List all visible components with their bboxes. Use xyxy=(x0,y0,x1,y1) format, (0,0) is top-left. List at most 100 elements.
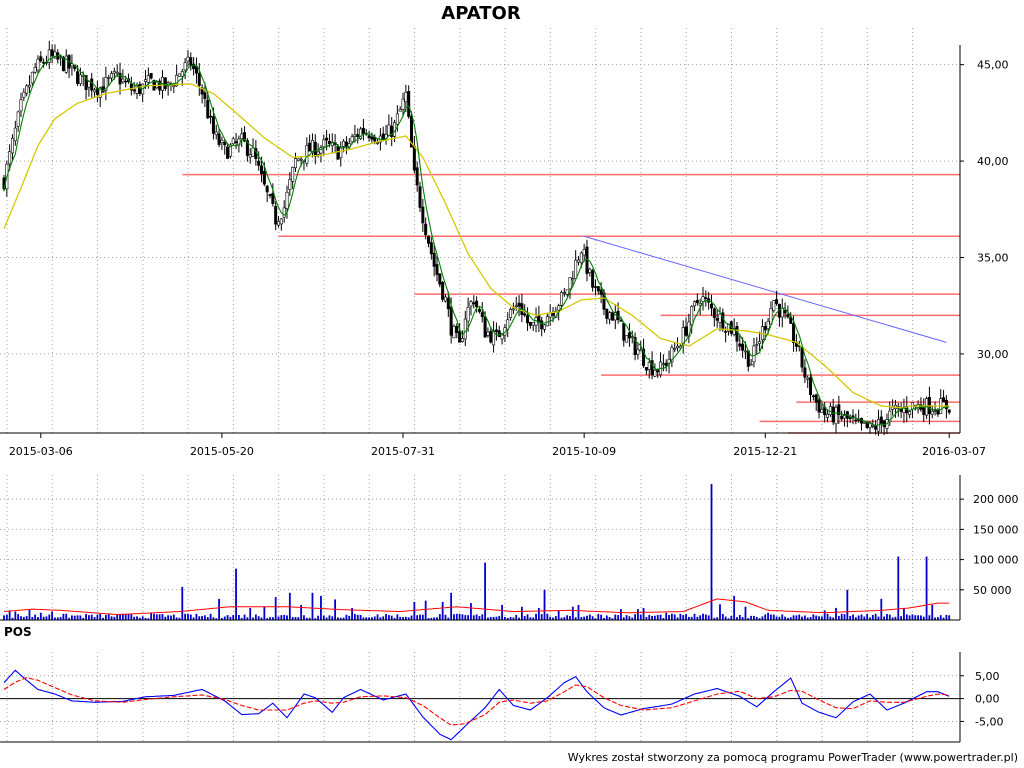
candle-body xyxy=(766,320,770,329)
candle-body xyxy=(93,89,97,93)
candle-body xyxy=(336,145,340,160)
candle-body xyxy=(180,71,184,77)
candle xyxy=(834,404,838,434)
volume-bar xyxy=(639,614,642,620)
candle xyxy=(344,136,348,155)
volume-bar xyxy=(413,601,416,620)
volume-bar xyxy=(803,615,806,620)
candle-body xyxy=(432,252,436,267)
candle-body xyxy=(268,194,272,196)
candle-body xyxy=(144,79,148,82)
volume-bar xyxy=(832,617,835,620)
volume-bar xyxy=(710,484,713,620)
volume-bar xyxy=(498,615,501,620)
candle-body xyxy=(701,296,705,302)
volume-bar xyxy=(501,604,503,620)
candle-body xyxy=(738,343,742,347)
candle xyxy=(749,359,753,366)
candle-body xyxy=(695,299,699,304)
volume-bar xyxy=(874,613,877,620)
volume-bar xyxy=(373,616,376,620)
volume-bar xyxy=(656,615,659,620)
volume-bar xyxy=(221,618,223,620)
candle-body xyxy=(449,306,453,336)
candle-body xyxy=(874,425,878,430)
candle xyxy=(460,330,464,343)
candle xyxy=(738,335,742,351)
volume-bar xyxy=(820,616,823,620)
candle xyxy=(36,55,40,74)
volume-bar xyxy=(504,616,506,620)
candle-body xyxy=(622,322,626,341)
volume-bar xyxy=(795,615,798,620)
volume-bar xyxy=(526,614,529,620)
candle xyxy=(828,402,832,417)
candle-body xyxy=(579,252,583,264)
candle xyxy=(452,324,456,339)
volume-bar xyxy=(843,614,846,620)
candle-body xyxy=(78,74,82,84)
volume-bar xyxy=(580,617,583,620)
volume-tick-label: 100 000 xyxy=(973,554,1019,567)
pos-tick-label: 5,00 xyxy=(975,670,1000,683)
candle-body xyxy=(27,84,31,88)
candle-body xyxy=(775,299,779,304)
candle-body xyxy=(848,417,852,419)
volume-bar xyxy=(184,613,187,620)
candle-body xyxy=(291,167,295,182)
candle xyxy=(531,322,535,332)
volume-bar xyxy=(792,615,795,620)
candle-body xyxy=(282,207,286,218)
candle-body xyxy=(588,268,592,273)
candle xyxy=(831,398,835,426)
volume-bar xyxy=(860,614,863,620)
candle xyxy=(401,92,405,117)
volume-bar xyxy=(594,618,597,620)
candle xyxy=(644,366,648,375)
candle xyxy=(758,331,762,352)
volume-bar xyxy=(645,616,648,620)
volume-bar xyxy=(110,616,113,620)
candle-body xyxy=(245,140,249,156)
candle-body xyxy=(560,291,564,306)
candle-body xyxy=(359,128,363,140)
volume-bar xyxy=(605,615,608,620)
candle-body xyxy=(339,147,343,158)
candle xyxy=(540,316,544,337)
candle xyxy=(412,136,416,174)
candle-body xyxy=(110,73,114,79)
candle xyxy=(166,80,170,96)
candle xyxy=(192,57,196,76)
candle-body xyxy=(582,249,586,256)
volume-bar xyxy=(617,615,620,620)
candle xyxy=(19,92,23,117)
volume-bar xyxy=(345,614,348,620)
candle xyxy=(582,243,586,262)
candle xyxy=(418,181,422,213)
volume-bar xyxy=(747,618,750,620)
volume-bar xyxy=(257,616,260,620)
candle-body xyxy=(840,415,844,420)
candle-body xyxy=(732,328,736,335)
volume-bar xyxy=(263,606,266,620)
candle-body xyxy=(288,179,292,190)
volume-bar xyxy=(492,616,495,620)
volume-bar xyxy=(699,615,702,620)
candle xyxy=(415,161,419,192)
volume-bar xyxy=(252,617,254,620)
candle xyxy=(676,337,680,352)
candle xyxy=(104,66,108,101)
candle-body xyxy=(712,308,716,318)
candle xyxy=(806,375,810,388)
candle-body xyxy=(509,309,513,318)
candle xyxy=(206,91,210,120)
candle xyxy=(429,237,433,260)
volume-bar xyxy=(153,613,155,620)
candle xyxy=(319,144,323,163)
candle-body xyxy=(192,63,196,70)
volume-bar xyxy=(540,614,543,620)
candle xyxy=(313,134,317,165)
volume-bar xyxy=(204,615,206,620)
candle-body xyxy=(667,358,671,364)
candle-body xyxy=(183,62,187,71)
